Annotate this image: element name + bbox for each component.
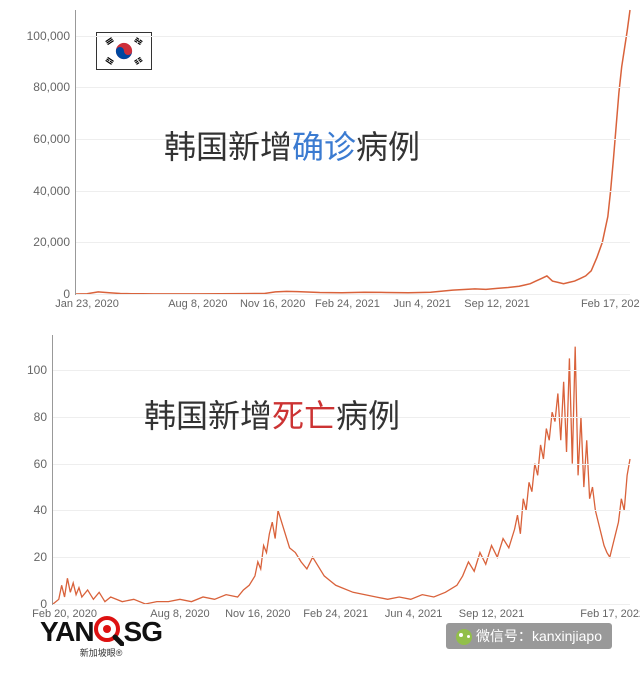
logo-left: YAN	[40, 616, 94, 647]
y-tick-label: 80,000	[33, 80, 76, 94]
x-tick-label: Feb 17, 2022	[581, 294, 640, 310]
title-accent: 死亡	[272, 398, 336, 434]
x-tick-label: Aug 8, 2020	[168, 294, 227, 310]
wechat-label: 微信号：	[476, 628, 532, 644]
yansg-logo: YANSG 新加坡眼®	[40, 616, 162, 659]
y-tick-label: 60,000	[33, 132, 76, 146]
x-tick-label: Feb 24, 2021	[315, 294, 380, 310]
title-post: 病例	[336, 398, 400, 434]
deaths-chart-title: 韩国新增死亡病例	[144, 391, 400, 437]
x-tick-label: Jun 4, 2021	[394, 294, 452, 310]
title-pre: 韩国新增	[144, 398, 272, 434]
y-tick-label: 20,000	[33, 235, 76, 249]
y-tick-label: 40	[34, 503, 53, 517]
title-accent: 确诊	[292, 129, 356, 165]
x-tick-label: Jun 4, 2021	[385, 604, 443, 620]
cases-chart: 020,00040,00060,00080,000100,000Jan 23, …	[0, 0, 640, 335]
x-tick-label: Jan 23, 2020	[55, 294, 119, 310]
title-post: 病例	[356, 129, 420, 165]
y-tick-label: 20	[34, 550, 53, 564]
deaths-plot-area: 020406080100Feb 20, 2020Aug 8, 2020Nov 1…	[52, 335, 630, 605]
y-tick-label: 100,000	[27, 29, 76, 43]
y-tick-label: 60	[34, 457, 53, 471]
x-tick-label: Sep 12, 2021	[459, 604, 524, 620]
magnifier-icon	[94, 616, 124, 648]
wechat-badge: 微信号：kanxinjiapo	[446, 623, 612, 649]
x-tick-label: Feb 17, 2022	[580, 604, 640, 620]
y-tick-label: 80	[34, 410, 53, 424]
x-tick-label: Nov 16, 2020	[240, 294, 305, 310]
cases-chart-title: 韩国新增确诊病例	[164, 122, 420, 168]
x-tick-label: Nov 16, 2020	[225, 604, 290, 620]
wechat-icon	[456, 629, 472, 645]
wechat-handle: kanxinjiapo	[532, 628, 602, 644]
x-tick-label: Sep 12, 2021	[464, 294, 529, 310]
y-tick-label: 100	[27, 363, 53, 377]
deaths-chart: 020406080100Feb 20, 2020Aug 8, 2020Nov 1…	[0, 335, 640, 645]
x-tick-label: Feb 24, 2021	[303, 604, 368, 620]
logo-right: SG	[124, 616, 162, 647]
deaths-line	[53, 335, 630, 604]
y-tick-label: 40,000	[33, 184, 76, 198]
title-pre: 韩国新增	[164, 129, 292, 165]
